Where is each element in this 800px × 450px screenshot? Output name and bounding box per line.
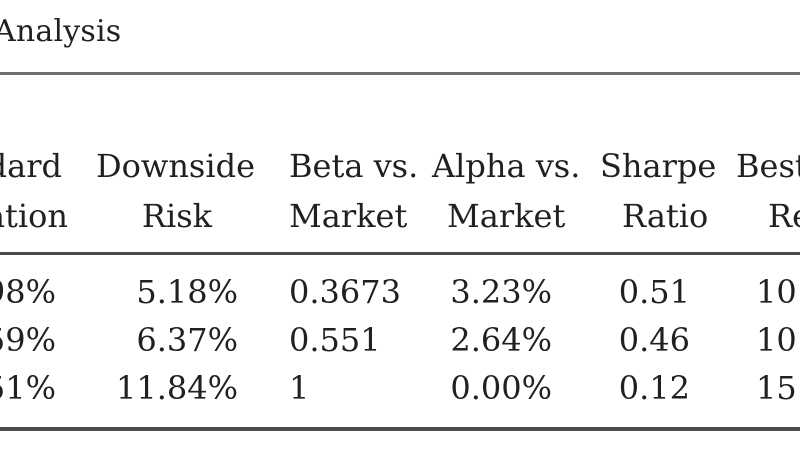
header-best-line2: Re <box>768 197 800 235</box>
header-rule <box>0 252 800 255</box>
cell-alpha: 0.00% <box>450 369 552 407</box>
cell-sharpe: 0.12 <box>618 369 690 407</box>
bottom-rule <box>0 427 800 431</box>
header-beta-line1: Beta vs. <box>289 147 419 185</box>
cell-sharpe: 0.46 <box>618 321 690 359</box>
cell-beta: 1 <box>289 369 310 407</box>
header-downside-line1: Downside <box>96 147 255 185</box>
cell-downside: 11.84% <box>115 369 238 407</box>
header-alpha-line2: Market <box>447 197 566 235</box>
cell-std-dev: 51% <box>0 369 56 407</box>
cell-beta: 0.551 <box>289 321 381 359</box>
cell-std-dev: 98% <box>0 273 56 311</box>
cell-alpha: 2.64% <box>450 321 552 359</box>
cell-best: 10 <box>756 273 797 311</box>
cell-sharpe: 0.51 <box>618 273 690 311</box>
header-std-dev-line1: dard <box>0 147 62 185</box>
header-sharpe-line1: Sharpe <box>600 147 717 185</box>
cell-std-dev: 59% <box>0 321 56 359</box>
cell-alpha: 3.23% <box>450 273 552 311</box>
cell-downside: 6.37% <box>136 321 238 359</box>
header-beta-line2: Market <box>289 197 408 235</box>
top-rule <box>0 72 800 75</box>
cell-best: 10 <box>756 321 797 359</box>
header-downside-line2: Risk <box>141 197 212 235</box>
header-std-dev-line2: ation <box>0 197 68 235</box>
table-title: Analysis <box>0 14 122 49</box>
cell-downside: 5.18% <box>136 273 238 311</box>
header-sharpe-line2: Ratio <box>622 197 709 235</box>
cell-beta: 0.3673 <box>289 273 401 311</box>
cell-best: 15 <box>756 369 797 407</box>
header-alpha-line1: Alpha vs. <box>432 147 581 185</box>
